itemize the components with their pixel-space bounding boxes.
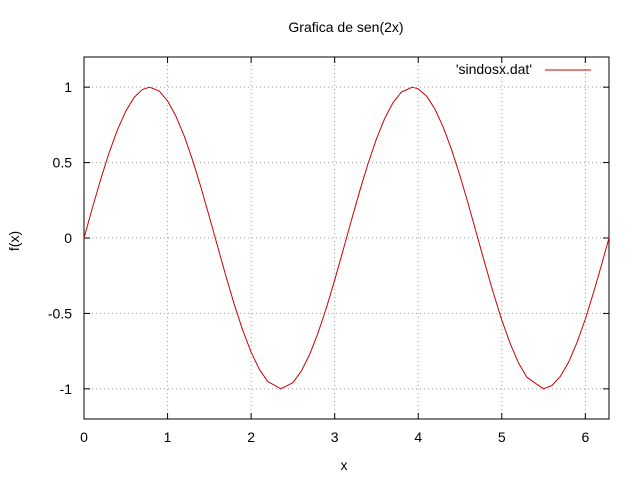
x-tick-label: 2	[247, 429, 255, 445]
series-line-0	[83, 86, 610, 390]
axis-ticks: 0 1 2 3 4 5 6 -1 -0.5 0 0.5 1	[48, 57, 609, 445]
y-tick-label: 1	[64, 79, 72, 95]
x-tick-label: 5	[498, 429, 506, 445]
chart-title: Grafica de sen(2x)	[288, 19, 403, 35]
x-tick-label: 1	[164, 429, 172, 445]
y-tick-label: 0.5	[53, 155, 73, 171]
x-axis-label: x	[341, 457, 348, 473]
y-tick-label: 0	[64, 230, 72, 246]
y-axis-label: f(x)	[6, 231, 22, 251]
grid-lines	[84, 57, 609, 419]
legend-entry-label: 'sindosx.dat'	[456, 61, 532, 77]
x-tick-label: 0	[80, 429, 88, 445]
series-layer	[83, 86, 610, 390]
x-tick-label: 3	[331, 429, 339, 445]
y-tick-label: -1	[60, 381, 73, 397]
y-tick-label: -0.5	[48, 305, 72, 321]
legend: 'sindosx.dat'	[456, 61, 591, 77]
x-tick-label: 4	[414, 429, 422, 445]
x-tick-label: 6	[581, 429, 589, 445]
